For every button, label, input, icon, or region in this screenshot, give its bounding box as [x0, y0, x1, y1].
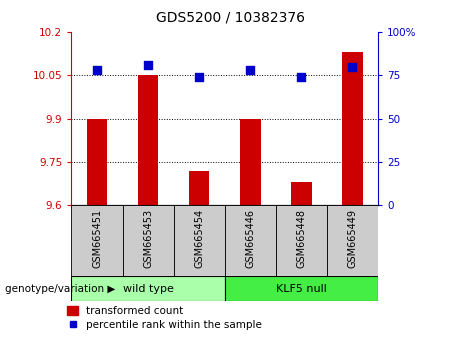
- Bar: [71, 205, 123, 276]
- Text: GSM665446: GSM665446: [245, 209, 255, 268]
- Bar: [87, 119, 107, 205]
- Bar: [327, 205, 378, 276]
- Bar: [189, 171, 209, 205]
- Bar: [174, 205, 225, 276]
- Text: KLF5 null: KLF5 null: [276, 284, 327, 293]
- Bar: [71, 276, 225, 301]
- Point: [195, 74, 203, 80]
- Bar: [240, 119, 260, 205]
- Bar: [225, 205, 276, 276]
- Text: GDS5200 / 10382376: GDS5200 / 10382376: [156, 11, 305, 25]
- Text: GSM665453: GSM665453: [143, 209, 153, 268]
- Point: [93, 67, 100, 73]
- Bar: [291, 182, 312, 205]
- Bar: [138, 75, 158, 205]
- Text: GSM665451: GSM665451: [92, 209, 102, 268]
- Bar: [342, 52, 363, 205]
- Bar: [123, 205, 174, 276]
- Point: [144, 62, 152, 68]
- Text: GSM665448: GSM665448: [296, 209, 307, 268]
- Text: GSM665454: GSM665454: [194, 209, 204, 268]
- Text: GSM665449: GSM665449: [348, 209, 357, 268]
- Legend: transformed count, percentile rank within the sample: transformed count, percentile rank withi…: [67, 306, 262, 330]
- Point: [298, 74, 305, 80]
- Text: genotype/variation ▶: genotype/variation ▶: [5, 284, 115, 293]
- Text: wild type: wild type: [123, 284, 173, 293]
- Bar: [225, 276, 378, 301]
- Point: [247, 67, 254, 73]
- Bar: [276, 205, 327, 276]
- Point: [349, 64, 356, 69]
